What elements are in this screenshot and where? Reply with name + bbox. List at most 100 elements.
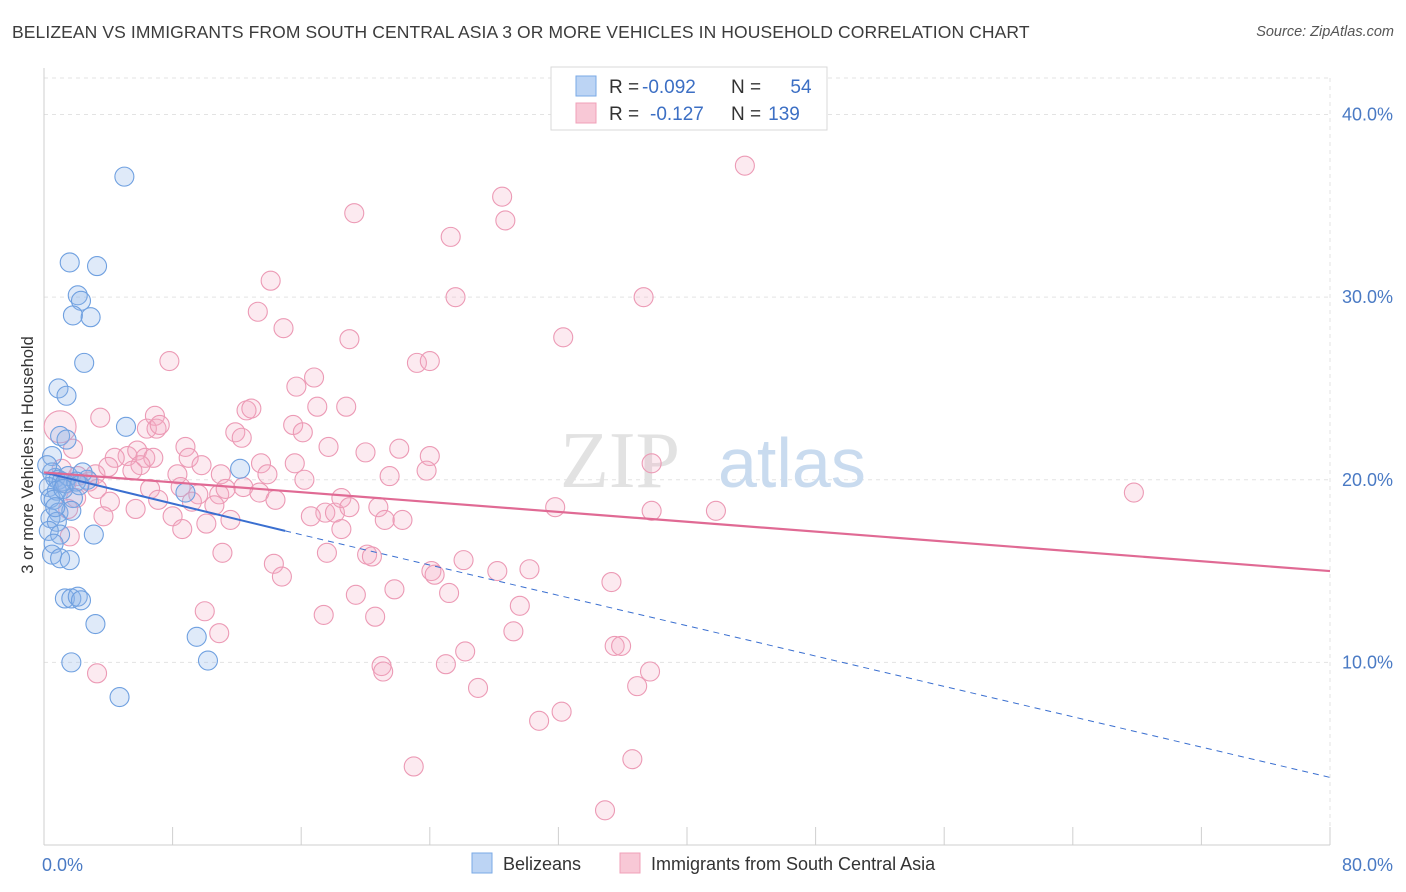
belizean-point-51	[53, 478, 74, 499]
immigrant-point-116	[604, 635, 625, 656]
immigrant-point-90	[374, 509, 395, 530]
watermark: ZIP atlas	[560, 417, 866, 505]
belizean-point-14	[41, 445, 63, 467]
immigrant-point-3	[344, 203, 365, 224]
belizean-point-10	[56, 385, 77, 406]
immigrant-point-54	[257, 464, 278, 485]
immigrant-point-17	[286, 376, 307, 397]
immigrant-point-130	[594, 800, 616, 821]
y-tick-label-3: 30.0%	[1342, 287, 1393, 307]
immigrant-point-25	[146, 418, 167, 439]
immigrant-point-95	[212, 542, 233, 563]
legend-swatch-pink	[575, 102, 597, 124]
belizean-point-7	[80, 307, 101, 328]
legend-r-label-1: R =	[609, 77, 639, 98]
belizean-point-12	[50, 425, 71, 446]
bottom-legend-label-immigrants: Immigrants from South Central Asia	[651, 854, 936, 874]
belizean-point-19	[51, 471, 72, 492]
immigrant-point-5	[440, 226, 461, 247]
immigrant-point-23	[336, 396, 357, 417]
immigrant-point-44	[284, 453, 305, 474]
belizean-point-15	[230, 458, 251, 479]
bottom-legend-swatch-pink	[619, 852, 641, 874]
immigrant-trend-line	[43, 471, 1331, 573]
immigrant-point-13	[406, 352, 427, 373]
immigrant-point-22	[307, 396, 328, 417]
immigrant-point-87	[196, 513, 217, 534]
immigrant-point-89	[300, 506, 321, 527]
belizean-point-9	[48, 378, 69, 399]
immigrant-point-30	[292, 422, 313, 443]
immigrant-point-2	[492, 186, 513, 207]
immigrant-point-124	[467, 677, 489, 698]
legend-n-value-1: 54	[790, 77, 812, 98]
immigrant-point-21	[241, 398, 262, 419]
immigrant-point-19	[144, 405, 165, 426]
x-tick-label-start: 0.0%	[42, 855, 83, 875]
immigrant-point-84	[93, 506, 114, 527]
legend-r-value-1: -0.092	[642, 77, 696, 98]
legend-box: R = -0.092 N = 54 R = -0.127 N = 139	[550, 66, 828, 131]
y-tick-labels: 10.0% 20.0% 30.0% 40.0%	[1342, 105, 1393, 673]
immigrant-point-105	[424, 564, 445, 585]
legend-r-label-2: R =	[609, 104, 639, 125]
belizean-point-48	[197, 650, 219, 671]
immigrant-point-107	[384, 579, 405, 600]
immigrant-point-81	[705, 500, 726, 521]
immigrant-point-4	[495, 210, 516, 231]
belizean-point-2	[59, 252, 80, 273]
immigrant-point-82	[1123, 482, 1144, 503]
immigrant-point-123	[86, 663, 108, 684]
immigrant-point-16	[304, 367, 325, 388]
immigrant-point-14	[419, 351, 440, 372]
immigrant-point-93	[331, 519, 352, 540]
immigrant-point-9	[247, 301, 268, 322]
immigrant-point-32	[355, 442, 376, 463]
immigrant-point-77	[339, 497, 360, 518]
y-axis-label: 3 or more Vehicles in Household	[19, 336, 37, 574]
immigrant-point-112	[313, 604, 334, 625]
immigrant-point-1	[734, 155, 755, 176]
immigrant-point-6	[260, 270, 281, 291]
belizean-point-44	[70, 590, 92, 611]
immigrant-point-91	[392, 509, 413, 530]
immigrant-point-109	[345, 584, 366, 605]
immigrant-point-114	[209, 623, 230, 644]
belizean-point-32	[40, 508, 61, 529]
immigrant-point-56	[379, 466, 400, 487]
immigrant-point-111	[194, 601, 215, 622]
immigrant-point-98	[361, 546, 382, 567]
axes	[43, 68, 1331, 846]
immigrant-point-42	[178, 447, 199, 468]
immigrant-point-128	[403, 756, 424, 777]
legend-n-value-2: 139	[768, 104, 800, 125]
legend-n-label-2: N =	[731, 104, 761, 125]
bottom-legend-swatch-blue	[471, 852, 493, 874]
immigrant-point-106	[601, 571, 622, 593]
immigrant-point-102	[519, 559, 540, 580]
immigrant-point-96	[316, 542, 337, 563]
y-tick-label-1: 10.0%	[1342, 652, 1393, 672]
legend-swatch-blue	[575, 75, 597, 97]
immigrant-point-110	[509, 595, 530, 616]
immigrant-point-73	[265, 489, 286, 510]
watermark-zip: ZIP	[560, 417, 680, 505]
immigrant-point-122	[639, 661, 661, 682]
immigrant-point-131	[122, 460, 143, 481]
belizean-point-13	[56, 429, 77, 450]
immigrant-point-127	[529, 710, 550, 731]
watermark-atlas: atlas	[718, 424, 866, 502]
immigrant-point-125	[627, 676, 648, 697]
immigrant-point-121	[373, 661, 394, 682]
immigrant-point-129	[622, 749, 643, 770]
immigrant-point-57	[416, 460, 437, 481]
belizean-point-41	[54, 588, 75, 609]
trend-lines	[43, 471, 1331, 778]
bottom-legend-label-belizeans: Belizeans	[503, 854, 581, 874]
immigrant-point-80	[641, 500, 662, 521]
immigrant-point-55	[294, 469, 315, 490]
legend-n-label-1: N =	[731, 77, 761, 98]
belizean-point-46	[186, 626, 207, 647]
immigrant-point-101	[487, 561, 508, 582]
bottom-legend: Belizeans Immigrants from South Central …	[471, 852, 936, 874]
